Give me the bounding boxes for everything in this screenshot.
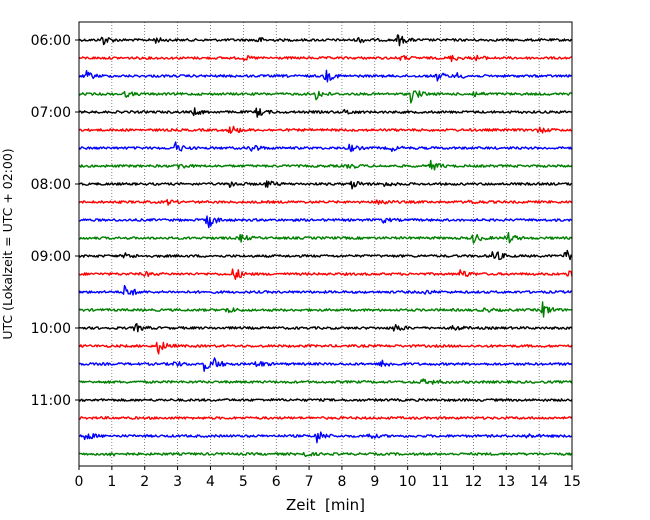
x-tick-label: 7 — [305, 474, 314, 490]
trace-1030 — [78, 357, 573, 372]
trace-0600 — [78, 34, 573, 47]
plot-frame — [78, 21, 573, 467]
trace-1045 — [78, 378, 573, 385]
trace-0930 — [78, 284, 573, 296]
x-tick-label: 2 — [140, 474, 149, 490]
x-tick-label: 13 — [497, 474, 515, 490]
trace-1000 — [78, 323, 573, 333]
y-axis-ticks: 06:00 07:00 08:00 09:00 10:00 11:00 — [31, 33, 79, 409]
trace-1100 — [78, 398, 573, 402]
trace-0845 — [78, 231, 573, 244]
trace-0900 — [78, 249, 573, 261]
trace-group — [78, 34, 573, 458]
x-tick-label: 3 — [173, 474, 182, 490]
trace-0800 — [78, 180, 573, 190]
y-tick-label: 11:00 — [31, 393, 71, 409]
trace-0615 — [78, 54, 573, 63]
trace-1115 — [78, 416, 573, 420]
trace-0745 — [78, 159, 573, 171]
x-tick-label: 10 — [399, 474, 417, 490]
y-tick-label: 08:00 — [31, 177, 71, 193]
trace-0700 — [78, 107, 573, 118]
trace-0815 — [78, 198, 573, 206]
trace-1145 — [78, 451, 573, 458]
trace-0915 — [78, 268, 573, 280]
trace-1015 — [78, 341, 573, 355]
x-tick-label: 4 — [206, 474, 215, 490]
x-tick-label: 0 — [75, 474, 84, 490]
x-tick-label: 9 — [370, 474, 379, 490]
x-tick-label: 11 — [432, 474, 450, 490]
y-axis-label: UTC (Lokalzeit = UTC + 02:00) — [0, 148, 15, 339]
trace-1130 — [78, 431, 573, 444]
x-tick-label: 15 — [563, 474, 581, 490]
y-tick-label: 09:00 — [31, 249, 71, 265]
trace-0645 — [78, 90, 573, 104]
y-tick-label: 06:00 — [31, 33, 71, 49]
x-tick-label: 1 — [107, 474, 116, 490]
y-tick-label: 10:00 — [31, 321, 71, 337]
x-axis-label: Zeit [min] — [286, 496, 365, 514]
trace-0830 — [79, 215, 573, 229]
x-tick-label: 5 — [239, 474, 248, 490]
trace-0715 — [78, 125, 573, 134]
trace-0945 — [78, 301, 573, 318]
x-tick-label: 14 — [530, 474, 548, 490]
plot-background — [79, 22, 572, 466]
x-tick-label: 6 — [272, 474, 281, 490]
x-axis-ticks: 0 1 2 3 4 5 6 7 8 9 10 11 12 13 14 15 — [75, 466, 581, 490]
x-tick-label: 12 — [464, 474, 482, 490]
trace-0730 — [78, 141, 573, 153]
grid-lines — [111, 22, 540, 466]
x-tick-label: 8 — [337, 474, 346, 490]
y-tick-label: 07:00 — [31, 105, 71, 121]
trace-0630 — [78, 69, 573, 83]
